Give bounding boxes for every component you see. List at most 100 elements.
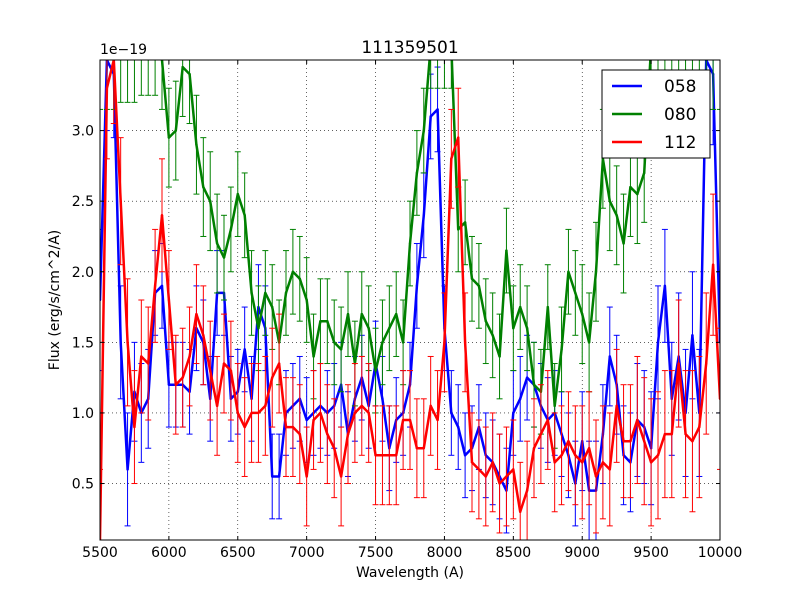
- data-point: [346, 432, 350, 436]
- data-point: [608, 199, 611, 203]
- y-tick-label: 3.0: [72, 124, 94, 140]
- data-point: [147, 362, 150, 365]
- data-point: [401, 341, 405, 344]
- data-point: [470, 277, 474, 281]
- data-point: [711, 263, 715, 266]
- data-point: [119, 199, 122, 203]
- data-point: [319, 319, 322, 323]
- data-point: [684, 432, 687, 436]
- y-tick-label: 1.0: [72, 406, 94, 422]
- data-point: [539, 432, 543, 436]
- y-tick-label: 2.5: [72, 194, 94, 210]
- data-point: [608, 468, 611, 471]
- data-point: [450, 411, 453, 415]
- data-point: [691, 334, 694, 337]
- data-point: [546, 305, 549, 309]
- data-point: [553, 461, 556, 464]
- data-point: [498, 482, 501, 485]
- data-point: [339, 475, 343, 478]
- data-point: [388, 327, 391, 330]
- data-point: [388, 454, 391, 457]
- data-point: [601, 461, 605, 464]
- chart-title: 111359501: [361, 38, 458, 58]
- data-point: [415, 284, 419, 288]
- data-point: [512, 468, 515, 471]
- data-point: [698, 425, 701, 429]
- data-point: [560, 454, 563, 457]
- data-point: [677, 362, 680, 365]
- data-point: [305, 298, 308, 302]
- data-point: [195, 312, 198, 316]
- y-offset-text: 1e−19: [100, 42, 147, 58]
- x-tick-label: 8000: [427, 545, 463, 561]
- data-point: [271, 305, 274, 309]
- data-point: [519, 305, 522, 309]
- legend-label-058: 058: [664, 77, 696, 97]
- data-point: [374, 454, 377, 457]
- data-point: [277, 362, 281, 365]
- data-point: [181, 65, 184, 69]
- data-point: [512, 411, 515, 415]
- y-tick-label: 2.0: [72, 265, 94, 281]
- data-point: [126, 341, 129, 344]
- data-point: [229, 369, 233, 372]
- data-point: [622, 242, 625, 245]
- data-point: [436, 418, 439, 422]
- data-point: [663, 284, 667, 288]
- data-point: [257, 327, 260, 330]
- x-axis-title: Wavelength (A): [356, 565, 464, 581]
- data-point: [429, 115, 432, 118]
- legend-label-080: 080: [664, 105, 696, 125]
- data-point: [408, 242, 412, 245]
- data-point: [505, 475, 508, 478]
- data-point: [463, 341, 467, 344]
- data-point: [367, 411, 370, 415]
- data-point: [622, 439, 625, 443]
- data-point: [284, 425, 288, 429]
- data-point: [629, 185, 632, 189]
- data-point: [670, 432, 673, 436]
- data-point: [160, 214, 164, 217]
- data-point: [312, 355, 315, 358]
- data-point: [408, 418, 412, 422]
- data-point: [567, 439, 570, 443]
- data-point: [319, 411, 322, 415]
- data-point: [574, 454, 577, 457]
- y-tick-label: 1.5: [72, 335, 94, 351]
- data-point: [353, 411, 357, 415]
- data-point: [415, 447, 419, 450]
- data-point: [381, 397, 384, 401]
- data-point: [215, 242, 219, 245]
- plot-frame: [99, 59, 721, 541]
- data-point: [195, 143, 198, 146]
- x-tick-label: 5500: [82, 545, 118, 561]
- data-point: [663, 432, 667, 436]
- data-point: [546, 418, 549, 422]
- data-point: [401, 418, 405, 422]
- data-point: [615, 214, 618, 217]
- plot-series-area: [100, 60, 720, 540]
- data-point: [636, 418, 639, 422]
- data-point: [326, 432, 329, 436]
- data-point: [484, 475, 487, 478]
- data-point: [615, 404, 618, 408]
- data-point: [243, 425, 246, 429]
- data-point: [656, 454, 660, 457]
- data-point: [450, 157, 453, 161]
- data-point: [422, 214, 425, 217]
- data-point: [277, 475, 281, 478]
- axis-ticks: 5500 6000 6500 7000 7500 8000 8500 9000 9500 1000…: [72, 60, 742, 561]
- data-point: [126, 468, 129, 471]
- x-tick-label: 8500: [496, 545, 532, 561]
- data-point: [498, 355, 501, 358]
- data-point: [202, 185, 205, 189]
- data-point: [395, 454, 398, 457]
- data-point: [463, 221, 467, 224]
- data-point: [181, 376, 184, 379]
- data-point: [629, 439, 632, 443]
- data-point: [367, 327, 370, 330]
- data-point: [250, 291, 253, 295]
- data-point: [243, 214, 246, 217]
- x-tick-label: 7000: [289, 545, 325, 561]
